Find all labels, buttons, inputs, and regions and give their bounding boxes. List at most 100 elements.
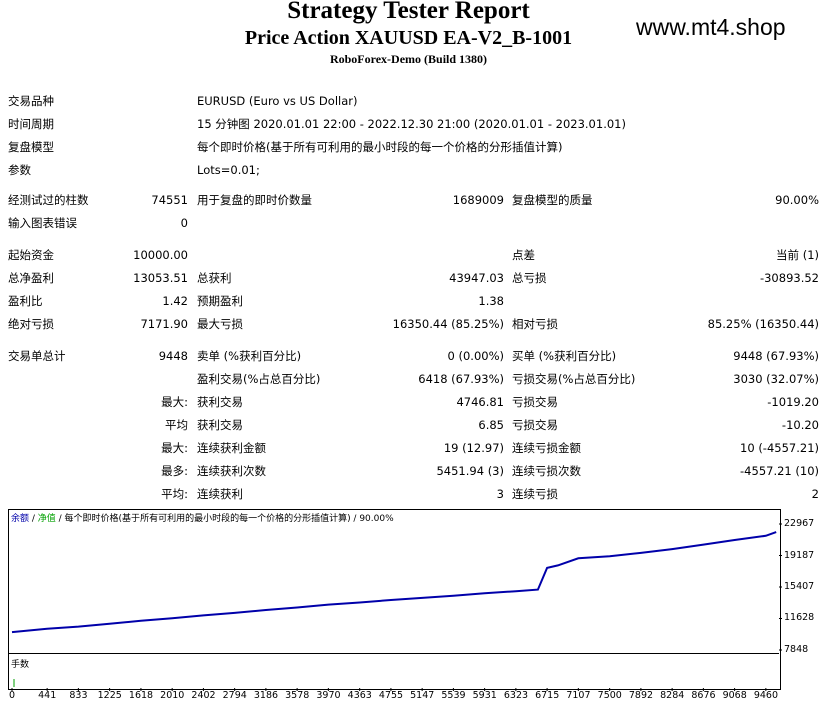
absolute-drawdown-label: 绝对亏损 <box>8 317 54 331</box>
loss-trades-label: 亏损交易(%占总百分比) <box>512 372 636 386</box>
y-tick-label: 19187 <box>784 549 815 561</box>
x-tick-label: 0 <box>9 690 16 701</box>
period-value: 15 分钟图 2020.01.01 22:00 - 2022.12.30 21:… <box>197 117 626 131</box>
profit-factor-label: 盈利比 <box>8 294 43 308</box>
x-tick-label: 3578 <box>285 690 310 701</box>
gross-profit-label: 总获利 <box>197 271 232 285</box>
total-trades-value: 9448 <box>158 349 188 363</box>
balance-series-line <box>11 531 777 634</box>
avg-consec-wins-label: 连续获利 <box>197 487 243 501</box>
average-profit-value: 6.85 <box>478 418 504 432</box>
spread-label: 点差 <box>512 248 535 262</box>
errors-label: 输入图表错误 <box>8 216 77 230</box>
y-tick-label: 22967 <box>784 518 815 529</box>
legend-equity: 净值 <box>37 514 56 524</box>
relative-drawdown-label: 相对亏损 <box>512 317 558 331</box>
maximal-consec-profit-value: 5451.94 (3) <box>436 464 504 478</box>
bars-label: 经测试过的柱数 <box>8 193 89 207</box>
chart-lots-separator <box>8 653 779 654</box>
x-tick-label: 1618 <box>128 690 154 701</box>
y-tick-label: 11628 <box>784 612 815 624</box>
bars-value: 74551 <box>151 193 188 207</box>
report-subtitle: Price Action XAUUSD EA-V2_B-1001 <box>244 27 573 49</box>
quality-label: 复盘模型的质量 <box>512 193 593 207</box>
largest-profit-value: 4746.81 <box>456 395 504 409</box>
relative-drawdown-value: 85.25% (16350.44) <box>707 317 819 331</box>
x-tick-label: 8284 <box>660 690 685 701</box>
average-loss-label: 亏损交易 <box>512 418 558 432</box>
x-tick-label: 7500 <box>597 690 622 701</box>
ticks-label: 用于复盘的即时价数量 <box>197 193 312 207</box>
legend-description: / 每个即时价格(基于所有可利用的最小时段的每一个价格的分形插值计算) / 90… <box>55 514 394 524</box>
avg-consec-losses-value: 2 <box>811 487 819 501</box>
x-tick-label: 5539 <box>441 690 466 701</box>
x-tick-label: 6715 <box>535 690 560 701</box>
maximum-label: 最大: <box>161 441 188 455</box>
max-consec-wins-label: 连续获利金额 <box>197 441 266 455</box>
x-tick-label: 7107 <box>566 690 591 701</box>
report-title: Strategy Tester Report <box>287 0 530 24</box>
average-loss-value: -10.20 <box>781 418 819 432</box>
max-drawdown-label: 最大亏损 <box>197 317 243 331</box>
total-trades-label: 交易单总计 <box>8 349 66 363</box>
profit-trades-label: 盈利交易(%占总百分比) <box>197 372 321 386</box>
x-tick-label: 2794 <box>222 690 247 701</box>
short-positions-value: 0 (0.00%) <box>447 349 504 363</box>
average-profit-label: 获利交易 <box>197 418 243 432</box>
quality-value: 90.00% <box>775 193 819 207</box>
errors-value: 0 <box>180 216 188 230</box>
gross-loss-value: -30893.52 <box>759 271 819 285</box>
x-tick-label: 2010 <box>160 690 185 701</box>
profit-trades-value: 6418 (67.93%) <box>418 372 504 386</box>
long-positions-label: 买单 (%获利百分比) <box>512 349 617 363</box>
x-tick-label: 3186 <box>253 690 279 701</box>
avg-consec-wins-value: 3 <box>496 487 504 501</box>
x-tick-label: 5931 <box>472 690 497 701</box>
x-tick-label: 3970 <box>316 690 341 701</box>
x-tick-label: 6323 <box>503 690 529 701</box>
maximal-consec-loss-value: -4557.21 (10) <box>740 464 819 478</box>
x-tick-label: 1225 <box>97 690 122 701</box>
maximal-consec-profit-label: 连续获利次数 <box>197 464 266 478</box>
watermark-text: www.mt4.shop <box>636 14 786 40</box>
expected-payoff-label: 预期盈利 <box>197 294 243 308</box>
model-label: 复盘模型 <box>8 140 54 154</box>
x-tick-label: 8676 <box>691 690 716 701</box>
chart-legend: 余额 / 净值 / 每个即时价格(基于所有可利用的最小时段的每一个价格的分形插值… <box>11 511 394 524</box>
symbol-value: EURUSD (Euro vs US Dollar) <box>197 94 358 108</box>
maximal-label: 最多: <box>161 464 188 478</box>
legend-balance: 余额 <box>11 514 30 524</box>
deposit-label: 起始资金 <box>8 248 54 262</box>
legend-separator: / <box>29 514 38 524</box>
net-profit-label: 总净盈利 <box>8 271 54 285</box>
x-tick-label: 4363 <box>347 690 372 701</box>
x-tick-label: 5147 <box>410 690 435 701</box>
largest-loss-value: -1019.20 <box>767 395 819 409</box>
y-tick-label: 15407 <box>784 581 815 592</box>
absolute-drawdown-value: 7171.90 <box>140 317 188 331</box>
long-positions-value: 9448 (67.93%) <box>733 349 819 363</box>
gross-profit-value: 43947.03 <box>449 271 504 285</box>
average-consec-label: 平均: <box>161 487 188 501</box>
short-positions-label: 卖单 (%获利百分比) <box>197 349 302 363</box>
x-tick-label: 833 <box>69 690 88 701</box>
profit-factor-value: 1.42 <box>162 294 188 308</box>
report-build: RoboForex-Demo (Build 1380) <box>329 52 488 66</box>
x-tick-label: 9460 <box>753 690 779 701</box>
net-profit-value: 13053.51 <box>133 271 188 285</box>
max-drawdown-value: 16350.44 (85.25%) <box>392 317 504 331</box>
model-value: 每个即时价格(基于所有可利用的最小时段的每一个价格的分形插值计算) <box>197 140 563 154</box>
largest-label: 最大: <box>161 395 188 409</box>
largest-loss-label: 亏损交易 <box>512 395 558 409</box>
y-tick-label: 7848 <box>784 644 809 655</box>
x-tick-label: 4755 <box>378 690 404 701</box>
spread-value: 当前 (1) <box>776 248 819 262</box>
max-consec-losses-value: 10 (-4557.21) <box>740 441 819 455</box>
x-tick-label: 2402 <box>191 690 216 701</box>
x-tick-label: 441 <box>38 690 57 701</box>
x-tick-label: 9068 <box>722 690 747 701</box>
deposit-value: 10000.00 <box>133 248 188 262</box>
maximal-consec-loss-label: 连续亏损次数 <box>512 464 581 478</box>
max-consec-losses-label: 连续亏损金额 <box>512 441 581 455</box>
